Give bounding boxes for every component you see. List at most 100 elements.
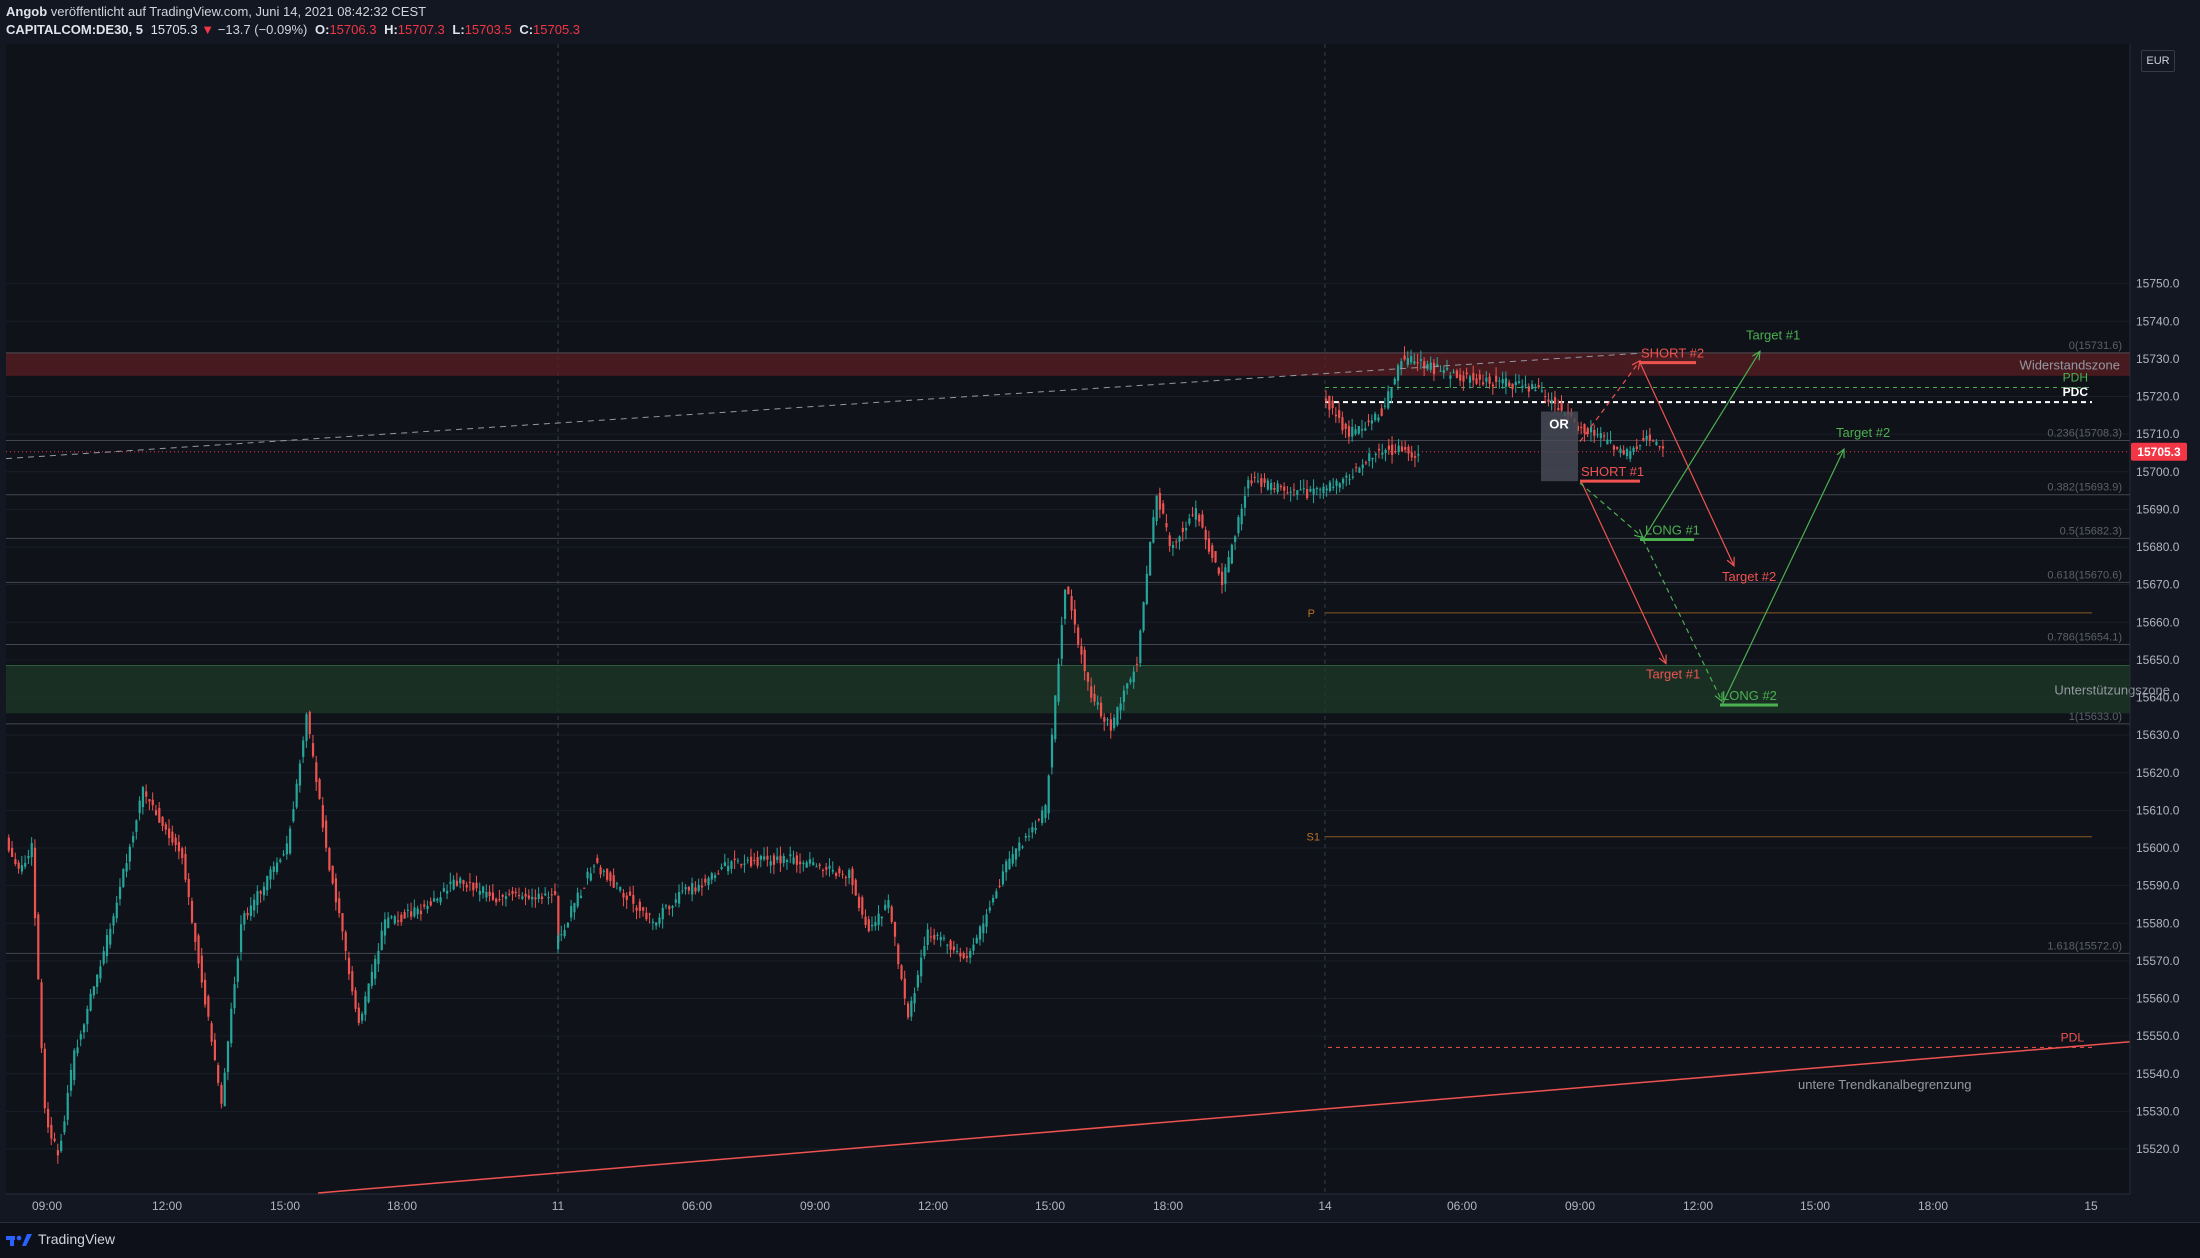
candle-body [485,891,488,898]
candle-body [364,996,367,1015]
candle-body [472,882,475,891]
candle-body [1371,458,1374,460]
candle-body [1158,492,1162,510]
candle-body [1455,370,1459,378]
candle-body [1142,602,1145,631]
candle-body [877,913,880,925]
candle-body [315,762,318,783]
candle-body [592,865,596,867]
candle-body [341,913,344,932]
candle-body [1557,407,1560,411]
candle-body [1263,478,1266,483]
candle-body [1116,707,1119,725]
ohlc-legend: CAPITALCOM:DE30, 5 15705.3 ▼ −13.7 (−0.0… [6,22,580,37]
candle-body [69,1069,73,1091]
candle-body [1296,490,1299,495]
y-tick-label: 15640.0 [2136,691,2180,705]
candle-body [864,916,867,925]
candle-body [233,984,236,1009]
candle-body [628,891,632,896]
candle-body [53,1138,56,1142]
candle-body [344,932,347,951]
candle-body [566,922,570,928]
candle-body [1384,450,1387,453]
candle-body [1491,384,1495,387]
candle-body [838,868,841,874]
candle-body [1250,480,1253,484]
candle-body [1550,399,1553,404]
candle-body [730,861,733,869]
candle-body [1335,480,1338,486]
candle-body [717,873,720,875]
candle-body [1224,567,1227,584]
candle-body [874,922,877,927]
candle-body [766,855,769,860]
candle-body [612,875,615,888]
candle-body [1207,538,1211,552]
candle-body [1419,359,1423,361]
pdh-label: PDH [2063,370,2088,384]
candle-body [1145,573,1148,604]
candle-body [1508,382,1511,387]
candle-body [596,857,599,863]
candle-body [632,894,635,904]
candle-body [246,912,249,916]
candle-body [1243,495,1247,508]
candle-body [33,847,37,919]
candle-body [1286,492,1289,494]
high-value: 15707.3 [397,22,445,37]
candle-body [1358,467,1361,473]
candle-body [1465,372,1468,375]
candle-body [1014,848,1018,860]
candle-body [1400,446,1404,452]
candle-body [1364,462,1368,464]
candle-body [638,901,641,911]
last-price-tag [2131,442,2187,461]
candle-body [1253,476,1256,478]
candle-body [884,904,887,910]
candle-body [1387,391,1390,409]
candle-body [1283,486,1286,491]
candle-body [161,816,164,827]
publish-line: Angob veröffentlicht auf TradingView.com… [6,4,426,19]
candle-body [531,896,534,900]
candle-body [302,740,305,757]
candle-body [1093,693,1096,702]
candle-body [7,837,10,851]
short1-arrow-head [1658,654,1667,665]
tradingview-logo[interactable]: TradingView [6,1231,115,1247]
price-chart[interactable]: Widerstandszone Unterstützungszone 0(15731… [0,44,2200,1222]
candle-body [508,893,511,895]
long2-label: LONG #2 [1722,688,1777,703]
candle-body [743,863,746,865]
or-to-long1-path [1579,482,1644,539]
candle-body [275,862,279,873]
candle-body [292,809,295,822]
candle-body [916,975,919,988]
candle-body [609,872,612,882]
fib-level-label: 0.786(15654.1) [2047,631,2122,643]
y-tick-label: 15680.0 [2136,540,2180,554]
candle-body [488,891,491,897]
candle-body [658,917,661,924]
candle-body [1560,402,1563,411]
last-price-tag-label: 15705.3 [2137,445,2181,459]
candle-body [1368,453,1371,462]
candle-body [1234,536,1237,542]
candle-body [697,884,700,891]
candle-body [933,935,936,940]
candle-body [128,846,131,862]
candle-body [468,881,472,883]
candle-body [1328,395,1331,410]
candle-body [576,892,579,907]
candle-body [890,906,893,922]
candle-body [769,861,772,866]
symbol-label[interactable]: CAPITALCOM:DE30, 5 [6,22,143,37]
candle-body [1410,356,1413,363]
y-tick-label: 15710.0 [2136,427,2180,441]
currency-button[interactable]: EUR [2141,50,2175,72]
author-name[interactable]: Angob [6,4,48,19]
candle-body [115,902,118,919]
fib-level-label: 0.382(15693.9) [2047,482,2122,494]
candle-body [871,924,874,927]
